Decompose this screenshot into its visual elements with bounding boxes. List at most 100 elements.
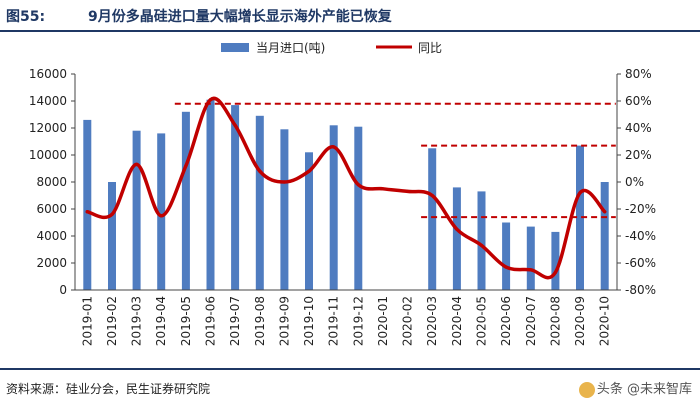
left-tick-label: 0 <box>59 283 67 297</box>
x-tick-label: 2020-06 <box>499 296 513 346</box>
yoy-point <box>578 191 582 195</box>
yoy-point <box>430 193 434 198</box>
bar <box>181 111 190 290</box>
right-tick-label: -80% <box>625 283 656 297</box>
legend-line-label: 同比 <box>418 41 442 55</box>
yoy-point <box>110 212 114 216</box>
yoy-line <box>85 96 607 280</box>
x-tick-label: 2020-09 <box>573 296 587 346</box>
right-tick-label: 0% <box>625 175 644 189</box>
legend-bar-swatch <box>221 43 249 52</box>
left-tick-label: 4000 <box>36 229 67 243</box>
bar <box>83 119 92 291</box>
yoy-point <box>381 187 385 191</box>
figure-label: 图55: <box>6 9 46 25</box>
x-tick-label: 2020-03 <box>425 296 439 346</box>
source-bar: 资料来源：硅业分会，民生证券研究院 头条 @未来智库 <box>0 368 700 402</box>
yoy-point <box>356 183 360 187</box>
bar <box>452 187 461 290</box>
right-tick-label: 60% <box>625 94 652 108</box>
bar <box>305 152 313 290</box>
bar <box>526 226 535 290</box>
yoy-point <box>504 265 508 269</box>
x-tick-label: 2019-01 <box>80 296 94 346</box>
bar <box>329 125 338 290</box>
reference-lines <box>174 102 616 219</box>
bar <box>477 191 486 290</box>
x-tick-label: 2019-02 <box>105 296 119 346</box>
figure-title: 9月份多晶硅进口量大幅增长显示海外产能已恢复 <box>88 9 392 25</box>
yoy-point <box>479 243 484 247</box>
x-tick-label: 2019-12 <box>351 296 365 346</box>
chart: 当月进口(吨) 同比 0 2000 4000 6000 8000 10000 12000 14… <box>29 41 656 346</box>
bar <box>600 182 609 290</box>
title-bar: 图55: 9月份多晶硅进口量大幅增长显示海外产能已恢复 <box>0 0 700 32</box>
bar <box>108 182 116 290</box>
yoy-point <box>184 164 188 168</box>
x-tick-label: 2019-08 <box>253 296 267 346</box>
bar <box>576 145 584 290</box>
bar <box>132 130 141 290</box>
left-tick-label: 6000 <box>36 202 67 216</box>
right-tick-label: -20% <box>625 202 656 216</box>
right-axis: -80% -60% -40% -20% 0% 20% 40% 60% 80% <box>616 67 656 297</box>
source-note: 资料来源：硅业分会，民生证券研究院 <box>6 382 211 396</box>
bar <box>206 99 215 290</box>
bar <box>354 126 363 290</box>
yoy-point <box>233 123 237 127</box>
x-tick-label: 2019-09 <box>277 296 291 346</box>
right-tick-label: 80% <box>625 67 652 81</box>
x-tick-label: 2019-05 <box>179 296 193 346</box>
watermark: 头条 @未来智库 <box>578 378 692 398</box>
yoy-point <box>332 145 336 149</box>
yoy-point <box>455 227 459 231</box>
legend-bar-label: 当月进口(吨) <box>256 41 325 55</box>
watermark-text: 头条 @未来智库 <box>596 382 692 397</box>
left-tick-label: 16000 <box>29 67 67 81</box>
bar-series <box>83 99 609 291</box>
watermark-logo-icon <box>578 381 595 398</box>
bar <box>231 105 240 290</box>
yoy-point <box>529 268 533 272</box>
right-tick-label: 40% <box>625 121 652 135</box>
x-tick-label: 2019-03 <box>130 296 144 346</box>
x-tick-label: 2019-11 <box>327 296 341 346</box>
yoy-point <box>85 210 89 214</box>
left-tick-label: 8000 <box>36 175 67 189</box>
bar <box>428 148 437 291</box>
right-tick-label: 20% <box>625 148 652 162</box>
x-tick-label: 2020-10 <box>598 296 612 346</box>
bar <box>255 115 264 290</box>
yoy-point <box>307 169 311 173</box>
x-tick-label: 2019-04 <box>154 296 168 346</box>
x-tick-label: 2020-01 <box>376 296 390 346</box>
x-tick-label: 2020-07 <box>524 296 538 346</box>
yoy-point <box>208 98 213 102</box>
left-axis: 0 2000 4000 6000 8000 10000 12000 14000 16000 <box>29 67 76 297</box>
bar <box>280 129 289 290</box>
yoy-point <box>406 189 410 193</box>
right-tick-label: -60% <box>625 256 656 270</box>
right-tick-label: -40% <box>625 229 656 243</box>
x-tick-label: 2020-05 <box>475 296 489 346</box>
left-tick-label: 2000 <box>36 256 67 270</box>
left-tick-label: 14000 <box>29 94 67 108</box>
x-tick-label: 2020-04 <box>450 296 464 346</box>
bar <box>157 133 166 290</box>
legend: 当月进口(吨) 同比 <box>221 41 442 55</box>
bar <box>502 222 511 290</box>
yoy-point <box>553 270 558 274</box>
yoy-point <box>282 180 286 184</box>
yoy-point <box>135 162 139 166</box>
yoy-point <box>159 214 163 218</box>
bar <box>551 231 560 290</box>
x-tick-label: 2020-08 <box>548 296 562 346</box>
yoy-point <box>258 169 262 173</box>
x-tick-label: 2019-06 <box>204 296 218 346</box>
x-tick-label: 2019-07 <box>228 296 242 346</box>
x-tick-label: 2020-02 <box>401 296 415 346</box>
left-tick-label: 10000 <box>29 148 67 162</box>
left-tick-label: 12000 <box>29 121 67 135</box>
line-series <box>85 96 607 280</box>
